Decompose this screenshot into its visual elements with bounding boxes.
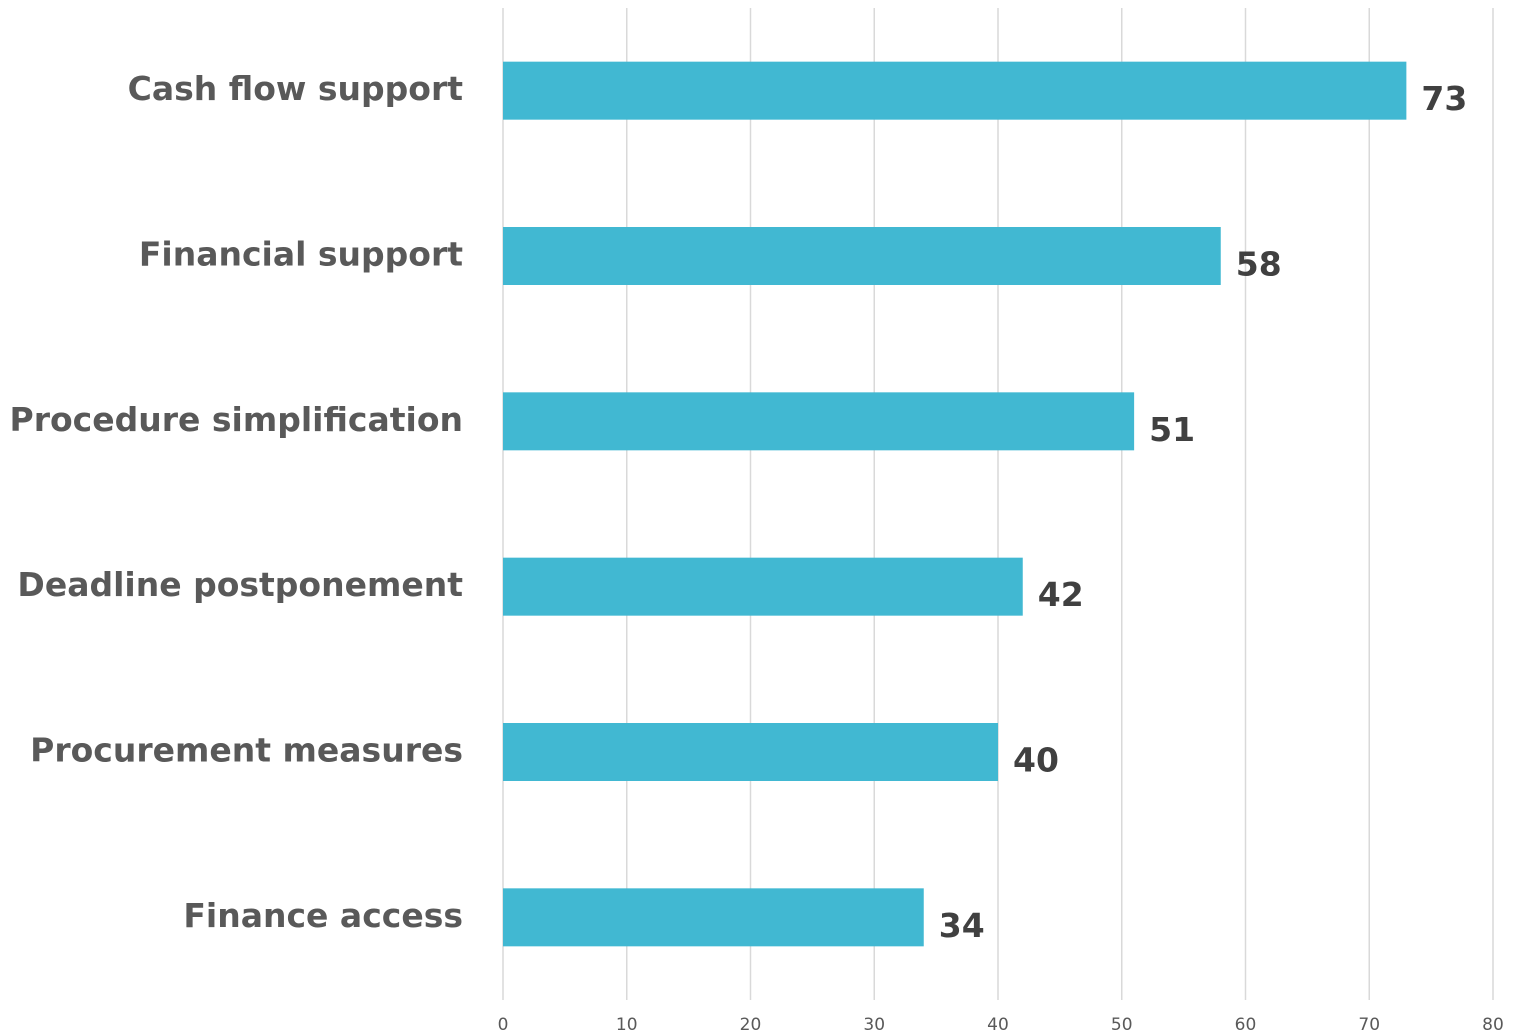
x-tick-label: 50	[1111, 1015, 1133, 1035]
bar	[503, 227, 1221, 285]
bar	[503, 888, 924, 947]
x-tick-label: 30	[863, 1015, 885, 1035]
y-tick-label: Deadline postponement	[17, 565, 463, 604]
bar	[503, 61, 1407, 120]
y-tick-label: Procurement measures	[30, 731, 463, 770]
x-tick-label: 10	[616, 1015, 638, 1035]
y-tick-label: Procedure simplification	[10, 400, 463, 439]
bar	[503, 723, 998, 781]
x-tick-label: 70	[1358, 1015, 1380, 1035]
value-label: 51	[1149, 410, 1195, 449]
value-label: 42	[1038, 575, 1084, 614]
bar	[503, 392, 1135, 451]
value-label: 34	[939, 906, 985, 945]
x-tick-label: 80	[1482, 1015, 1504, 1035]
y-tick-label: Cash flow support	[128, 69, 464, 108]
y-tick-label: Finance access	[183, 896, 463, 935]
y-tick-label: Financial support	[139, 235, 463, 274]
value-label: 40	[1013, 741, 1059, 780]
x-tick-label: 0	[498, 1015, 509, 1035]
value-label: 73	[1421, 79, 1467, 118]
x-tick-label: 40	[987, 1015, 1009, 1035]
x-tick-label: 20	[740, 1015, 762, 1035]
value-label: 58	[1236, 245, 1282, 284]
x-tick-label: 60	[1235, 1015, 1257, 1035]
bar	[503, 557, 1023, 616]
